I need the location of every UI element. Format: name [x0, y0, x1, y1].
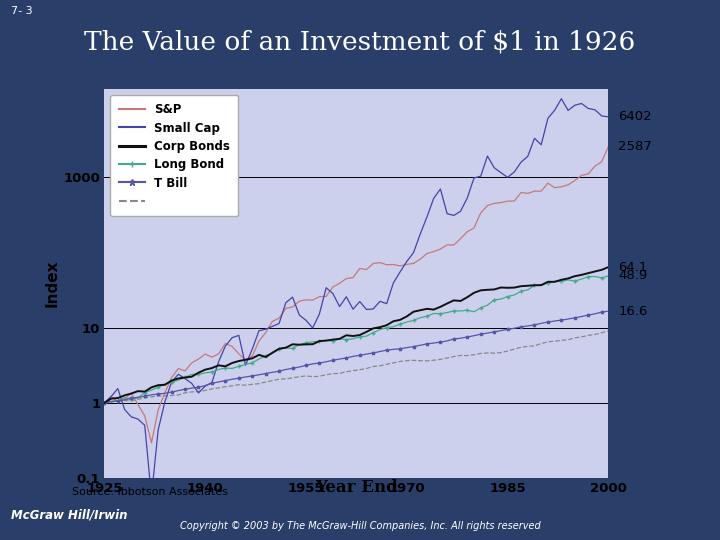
Text: 7- 3: 7- 3 — [11, 6, 32, 16]
Text: McGraw Hill/Irwin: McGraw Hill/Irwin — [11, 508, 127, 522]
Y-axis label: Index: Index — [44, 260, 59, 307]
Text: 2587: 2587 — [618, 140, 652, 153]
Text: The Value of an Investment of $1 in 1926: The Value of an Investment of $1 in 1926 — [84, 30, 636, 55]
Text: Source: Ibbotson Associates: Source: Ibbotson Associates — [72, 488, 228, 497]
Text: 48.9: 48.9 — [618, 269, 648, 282]
Text: 64.1: 64.1 — [618, 261, 648, 274]
Text: 6402: 6402 — [618, 110, 652, 123]
Text: 16.6: 16.6 — [618, 305, 648, 318]
Legend: S&P, Small Cap, Corp Bonds, Long Bond, T Bill,   : S&P, Small Cap, Corp Bonds, Long Bond, T… — [110, 95, 238, 216]
Text: Year End: Year End — [315, 479, 397, 496]
Text: Copyright © 2003 by The McGraw-Hill Companies, Inc. All rights reserved: Copyright © 2003 by The McGraw-Hill Comp… — [179, 521, 541, 531]
